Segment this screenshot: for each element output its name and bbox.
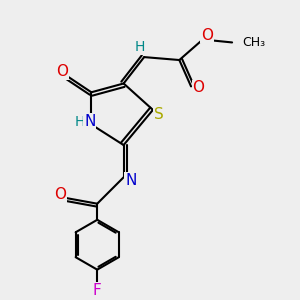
- Text: O: O: [192, 80, 204, 95]
- Text: O: O: [55, 188, 67, 202]
- Text: F: F: [93, 283, 102, 298]
- Text: H: H: [135, 40, 145, 54]
- Text: O: O: [201, 28, 213, 43]
- Text: H: H: [74, 115, 85, 129]
- Text: O: O: [56, 64, 68, 79]
- Text: S: S: [154, 107, 164, 122]
- Text: N: N: [84, 114, 96, 129]
- Text: N: N: [125, 173, 136, 188]
- Text: CH₃: CH₃: [242, 36, 266, 49]
